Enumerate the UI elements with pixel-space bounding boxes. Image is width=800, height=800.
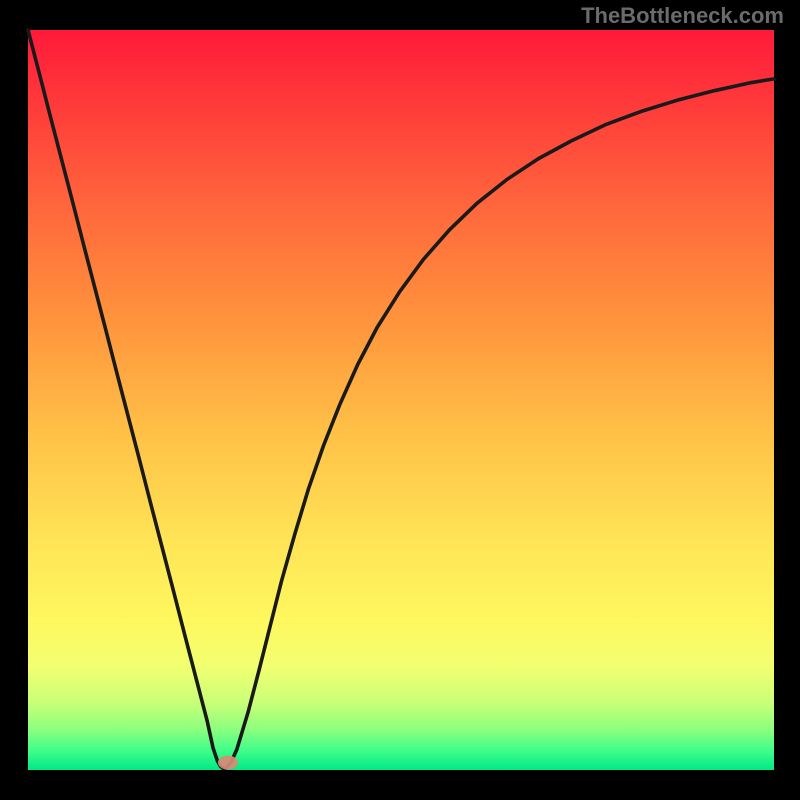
bottleneck-curve bbox=[28, 30, 774, 769]
chart-stage: TheBottleneck.com bbox=[0, 0, 800, 800]
minimum-marker bbox=[218, 756, 238, 770]
plot-area bbox=[28, 30, 774, 770]
curve-layer bbox=[28, 30, 774, 770]
watermark-text: TheBottleneck.com bbox=[581, 3, 784, 29]
